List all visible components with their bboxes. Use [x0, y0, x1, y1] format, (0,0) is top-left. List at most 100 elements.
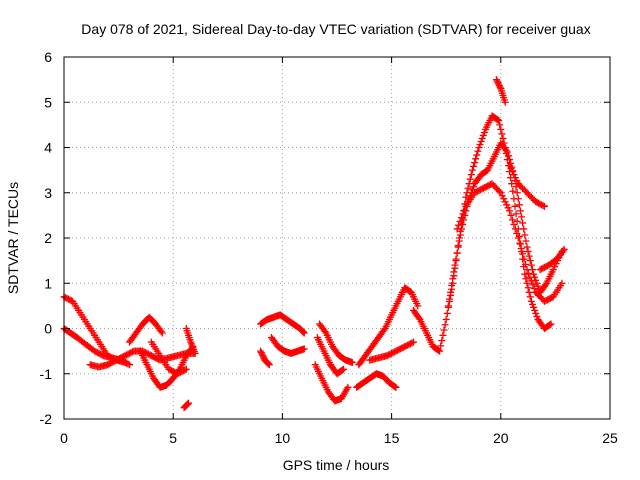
data-point	[259, 352, 267, 360]
data-point	[520, 255, 528, 263]
data-point	[514, 195, 522, 203]
data-point	[265, 361, 273, 369]
data-point	[513, 189, 521, 197]
data-point	[523, 279, 531, 287]
data-point	[520, 225, 528, 233]
data-point	[525, 252, 533, 260]
data-point	[439, 331, 447, 339]
data-point	[517, 245, 525, 253]
data-point	[453, 249, 461, 257]
axis-ticks	[63, 56, 611, 420]
data-point	[495, 82, 503, 90]
data-point	[181, 366, 189, 374]
data-point	[503, 201, 511, 209]
data-point	[500, 195, 508, 203]
x-tick-label: 25	[602, 430, 618, 446]
series-sat-f	[147, 338, 190, 378]
data-point	[460, 206, 468, 214]
y-tick-label: 4	[44, 140, 52, 156]
data-point	[257, 349, 265, 357]
series-sat-u	[492, 76, 509, 106]
data-point	[508, 180, 516, 188]
data-point	[477, 137, 485, 145]
data-point	[414, 302, 422, 310]
data-point	[496, 83, 504, 91]
data-point	[492, 76, 500, 84]
data-point	[542, 281, 550, 289]
y-tick-label: 1	[44, 275, 52, 291]
data-point	[497, 189, 505, 197]
data-point	[513, 229, 521, 237]
data-point	[475, 144, 483, 151]
data-point	[457, 214, 465, 222]
data-point	[447, 288, 455, 296]
data-point	[464, 184, 472, 192]
data-point	[558, 279, 566, 287]
data-point	[415, 314, 423, 322]
data-point	[321, 328, 329, 336]
data-point	[533, 279, 541, 287]
data-point	[344, 383, 352, 391]
data-point	[124, 360, 132, 368]
data-point	[436, 347, 444, 355]
data-point	[540, 202, 548, 210]
data-point	[435, 346, 443, 354]
y-tick-label: 5	[44, 94, 52, 110]
data-point	[392, 383, 400, 391]
data-point	[514, 234, 522, 242]
x-tick-label: 10	[275, 430, 291, 446]
data-point	[456, 217, 464, 225]
data-point	[527, 277, 535, 285]
data-point	[391, 383, 399, 391]
data-point	[466, 175, 474, 183]
data-point	[511, 202, 519, 210]
data-point	[530, 285, 538, 293]
data-point	[338, 366, 346, 374]
data-point	[508, 216, 516, 224]
series-sat-e	[136, 343, 197, 391]
series-sat-v	[506, 162, 548, 210]
data-point	[264, 359, 272, 367]
data-point	[494, 79, 502, 87]
data-point	[157, 328, 165, 336]
data-point	[455, 237, 463, 245]
data-point	[526, 257, 534, 265]
data-point	[501, 98, 509, 106]
data-point	[299, 328, 307, 336]
data-point	[444, 302, 452, 310]
data-point	[258, 350, 266, 358]
data-point	[451, 261, 459, 269]
data-point	[518, 213, 526, 221]
data-point	[522, 275, 530, 283]
data-point	[471, 159, 479, 167]
data-point	[546, 321, 554, 329]
y-tick-label: -1	[40, 366, 53, 382]
data-point	[191, 349, 199, 357]
data-point	[182, 365, 190, 373]
y-tick-label: 6	[44, 49, 52, 65]
y-tick-label: 0	[44, 321, 52, 337]
series-sat-k	[267, 334, 308, 357]
data-point	[183, 401, 191, 409]
data-point	[512, 210, 520, 218]
data-point	[501, 198, 509, 206]
data-point	[470, 183, 477, 191]
data-point	[498, 130, 506, 138]
data-point	[409, 338, 417, 346]
data-point	[259, 353, 267, 361]
data-point	[511, 174, 519, 182]
data-point	[184, 399, 192, 407]
x-tick-label: 20	[493, 430, 509, 446]
data-point	[515, 201, 523, 209]
data-point	[479, 131, 487, 139]
data-point	[539, 202, 547, 210]
data-point	[496, 121, 504, 129]
series-sat-w	[536, 245, 568, 274]
data-point	[455, 221, 463, 229]
data-point	[510, 171, 518, 179]
data-point	[519, 219, 527, 227]
data-point	[495, 80, 503, 88]
data-point	[445, 295, 453, 303]
